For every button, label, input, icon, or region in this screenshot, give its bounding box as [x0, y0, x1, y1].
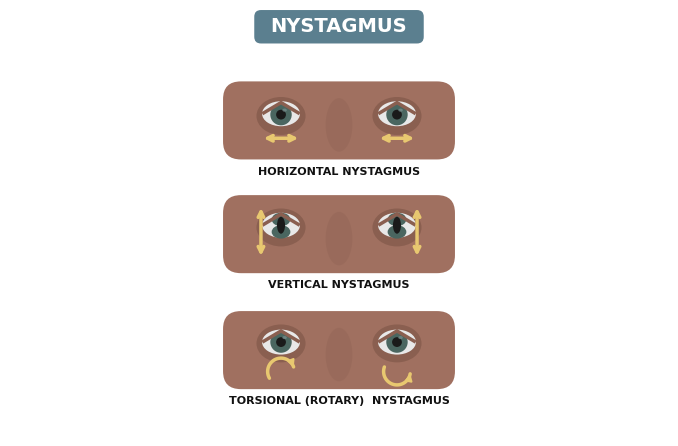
- Ellipse shape: [325, 328, 353, 381]
- Ellipse shape: [256, 97, 306, 135]
- Ellipse shape: [272, 225, 290, 239]
- Ellipse shape: [282, 336, 287, 339]
- FancyBboxPatch shape: [223, 82, 455, 160]
- FancyBboxPatch shape: [223, 311, 455, 389]
- Ellipse shape: [388, 225, 406, 239]
- Ellipse shape: [372, 209, 422, 246]
- Text: NYSTAGMUS: NYSTAGMUS: [271, 17, 407, 36]
- Ellipse shape: [277, 217, 285, 234]
- Ellipse shape: [392, 337, 402, 347]
- Ellipse shape: [256, 209, 306, 246]
- Text: TORSIONAL (ROTARY)  NYSTAGMUS: TORSIONAL (ROTARY) NYSTAGMUS: [228, 396, 450, 406]
- Ellipse shape: [393, 217, 401, 234]
- Ellipse shape: [388, 213, 406, 226]
- Ellipse shape: [372, 97, 422, 135]
- Ellipse shape: [392, 110, 402, 120]
- Ellipse shape: [271, 331, 292, 353]
- Ellipse shape: [262, 330, 300, 355]
- Ellipse shape: [378, 213, 416, 238]
- Ellipse shape: [276, 110, 286, 120]
- Text: HORIZONTAL NYSTAGMUS: HORIZONTAL NYSTAGMUS: [258, 167, 420, 177]
- Ellipse shape: [325, 98, 353, 152]
- Ellipse shape: [256, 325, 306, 362]
- Ellipse shape: [325, 212, 353, 265]
- Ellipse shape: [276, 337, 286, 347]
- Ellipse shape: [398, 336, 403, 339]
- Ellipse shape: [398, 109, 403, 112]
- Ellipse shape: [378, 101, 416, 126]
- Ellipse shape: [372, 325, 422, 362]
- Ellipse shape: [272, 213, 290, 226]
- Ellipse shape: [282, 109, 287, 112]
- Ellipse shape: [386, 104, 407, 125]
- Text: VERTICAL NYSTAGMUS: VERTICAL NYSTAGMUS: [268, 281, 410, 290]
- Ellipse shape: [271, 104, 292, 125]
- FancyBboxPatch shape: [254, 10, 424, 44]
- Ellipse shape: [378, 330, 416, 355]
- Ellipse shape: [262, 213, 300, 238]
- FancyBboxPatch shape: [223, 195, 455, 273]
- Ellipse shape: [386, 331, 407, 353]
- Ellipse shape: [262, 101, 300, 126]
